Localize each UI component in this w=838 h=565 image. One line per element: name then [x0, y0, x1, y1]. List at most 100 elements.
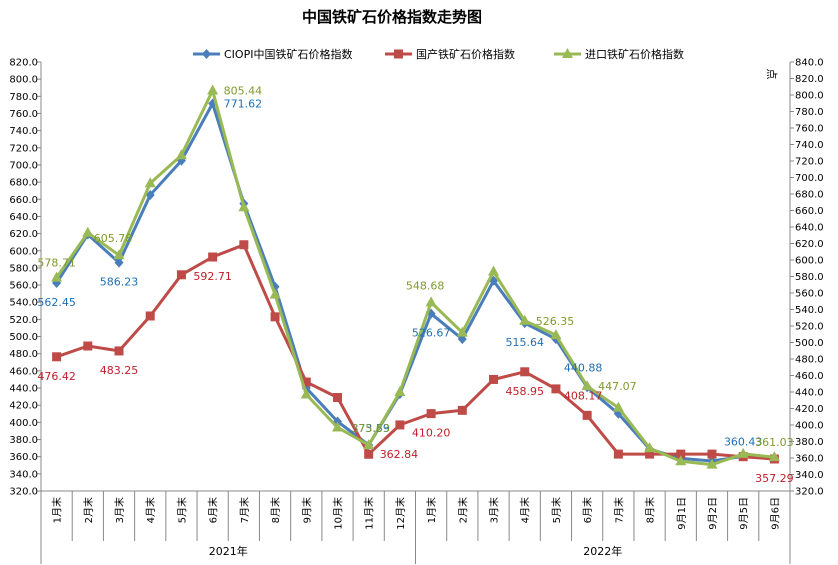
data-point: [582, 410, 592, 420]
x-tick-label: 3月末: [488, 497, 501, 523]
data-label: 361.03: [755, 436, 794, 449]
x-tick-label: 5月末: [175, 497, 188, 523]
data-label: 578.71: [37, 257, 76, 270]
left-tick-label: 780.0: [9, 92, 38, 103]
right-tick-label: 700.0: [795, 173, 824, 184]
legend-label: 国产铁矿石价格指数: [416, 47, 515, 61]
data-point: [425, 296, 437, 307]
left-tick-label: 720.0: [9, 143, 38, 154]
x-tick-label: 9月2日: [707, 497, 719, 530]
right-tick-label: 360.0: [795, 454, 824, 465]
right-tick-label: 680.0: [795, 190, 824, 201]
left-tick-label: 740.0: [9, 126, 38, 137]
data-point: [550, 329, 562, 340]
x-tick-label: 10月末: [331, 497, 344, 530]
right-tick-label: 480.0: [795, 355, 824, 366]
left-tick-label: 500.0: [9, 332, 38, 343]
x-tick-label: 7月末: [612, 497, 625, 523]
left-tick-label: 400.0: [9, 418, 38, 429]
x-tick-label: 6月末: [207, 497, 220, 523]
data-label: 805.44: [224, 85, 262, 98]
data-label: 447.07: [598, 380, 637, 393]
legend-item-import: 进口铁矿石价格指数: [554, 47, 684, 61]
right-tick-label: 840.0: [795, 58, 824, 69]
data-label: 605.78: [94, 232, 133, 245]
series-import: [51, 84, 780, 469]
x-tick-label: 4月末: [519, 497, 532, 523]
data-point: [768, 451, 780, 462]
left-tick-label: 340.0: [9, 469, 38, 480]
data-point: [269, 288, 281, 299]
right-tick-label: 560.0: [795, 289, 824, 300]
data-point: [207, 84, 219, 95]
x-tick-label: 11月末: [363, 497, 376, 530]
right-tick-label: 720.0: [795, 157, 824, 168]
data-point: [239, 240, 249, 250]
x-tick-label: 7月末: [238, 497, 251, 523]
data-point: [52, 352, 62, 362]
data-point: [114, 346, 124, 356]
right-tick-label: 640.0: [795, 223, 824, 234]
legend-marker: [202, 49, 211, 59]
data-point: [82, 226, 94, 237]
right-tick-label: 660.0: [795, 206, 824, 217]
data-point: [612, 401, 624, 412]
data-label: 476.42: [37, 370, 76, 383]
right-tick-label: 600.0: [795, 256, 824, 267]
legend-marker: [394, 49, 403, 59]
data-point: [364, 449, 374, 459]
left-tick-label: 620.0: [9, 229, 38, 240]
left-tick-label: 420.0: [9, 401, 38, 412]
left-tick-label: 820.0: [9, 58, 38, 69]
data-label: 771.62: [224, 98, 262, 111]
legend-label: CIOPI中国铁矿石价格指数: [224, 47, 352, 61]
data-point: [270, 312, 280, 322]
data-label: 526.67: [412, 327, 451, 340]
left-tick-label: 320.0: [9, 487, 38, 498]
right-tick-label: 580.0: [795, 272, 824, 283]
data-point: [113, 249, 125, 260]
data-point: [676, 449, 686, 459]
data-point: [675, 455, 687, 466]
data-point: [83, 341, 93, 351]
left-tick-label: 580.0: [9, 263, 38, 274]
data-label: 592.71: [193, 270, 232, 283]
chart-title: 中国铁矿石价格指数走势图: [302, 8, 482, 26]
left-tick-label: 540.0: [9, 298, 38, 309]
right-tick-label: 400.0: [795, 421, 824, 432]
x-tick-label: 9月末: [300, 497, 313, 523]
left-tick-label: 360.0: [9, 452, 38, 463]
left-tick-label: 380.0: [9, 435, 38, 446]
data-label: 410.20: [412, 427, 451, 440]
right-tick-label: 460.0: [795, 371, 824, 382]
series-line: [55, 89, 775, 467]
data-label: 408.17: [564, 389, 603, 402]
series-layer: [51, 84, 780, 469]
right-tick-label: 420.0: [795, 404, 824, 415]
left-tick-label: 680.0: [9, 178, 38, 189]
right-tick-label: 320.0: [795, 487, 824, 498]
data-point: [395, 420, 405, 430]
data-point: [613, 449, 623, 459]
data-point: [363, 439, 375, 450]
x-tick-label: 2月末: [82, 497, 95, 523]
left-tick-label: 800.0: [9, 75, 38, 86]
data-label: 483.25: [100, 364, 139, 377]
data-point: [176, 270, 186, 280]
right-tick-label: 760.0: [795, 124, 824, 135]
data-point: [208, 252, 218, 262]
x-tick-label: 9月6日: [769, 497, 781, 530]
x-tick-label: 1月末: [425, 497, 438, 523]
left-tick-label: 700.0: [9, 160, 38, 171]
data-point: [394, 386, 406, 396]
x-tick-label: 1月末: [51, 497, 64, 523]
data-point: [51, 271, 63, 282]
data-point: [488, 265, 500, 276]
data-label: 586.23: [100, 276, 139, 289]
x-tick-label: 4月末: [144, 497, 157, 523]
data-point: [331, 421, 343, 432]
left-tick-label: 760.0: [9, 109, 38, 120]
data-label: 360.43: [724, 435, 763, 448]
data-point: [332, 392, 342, 402]
